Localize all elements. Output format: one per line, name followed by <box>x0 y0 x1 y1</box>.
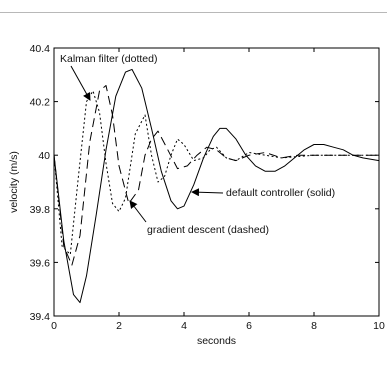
top-rule <box>0 12 387 13</box>
x-tick-label: 4 <box>181 320 187 332</box>
x-tick-label: 0 <box>51 320 57 332</box>
y-tick-label: 40 <box>38 150 50 162</box>
x-tick-label: 6 <box>246 320 252 332</box>
series-line-dotted <box>53 90 379 255</box>
plot-frame <box>53 47 380 317</box>
y-tick-label: 39.6 <box>30 257 51 269</box>
annotation-arrow <box>191 188 224 197</box>
x-axis-label: seconds <box>197 335 236 347</box>
y-axis: 39.4 39.6 39.8 40 40.2 40.4 <box>30 43 379 323</box>
y-tick-label: 40.2 <box>30 97 51 109</box>
y-axis-label: velocity (m/s) <box>8 151 20 213</box>
x-axis: 0 2 4 6 8 10 <box>51 48 385 332</box>
annotation-bg <box>146 224 270 236</box>
annotation-label: Kalman filter (dotted) <box>60 53 157 65</box>
x-tick-label: 10 <box>373 320 385 332</box>
annotation-arrow <box>70 65 91 101</box>
annotation-label: gradient descent (dashed) <box>147 224 269 236</box>
y-tick-label: 40.4 <box>30 43 51 55</box>
annotation-bg <box>59 53 159 65</box>
y-tick-label: 39.4 <box>30 311 51 323</box>
x-tick-label: 2 <box>116 320 122 332</box>
annotation-label: default controller (solid) <box>226 187 335 199</box>
x-tick-label: 8 <box>311 320 317 332</box>
series-line-dashed <box>53 85 379 266</box>
annotation-arrow <box>129 200 147 223</box>
annotation-bg <box>225 187 337 199</box>
y-tick-label: 39.8 <box>30 204 51 216</box>
annotations: Kalman filter (dotted) default controller… <box>59 53 337 236</box>
series-group <box>53 68 380 304</box>
